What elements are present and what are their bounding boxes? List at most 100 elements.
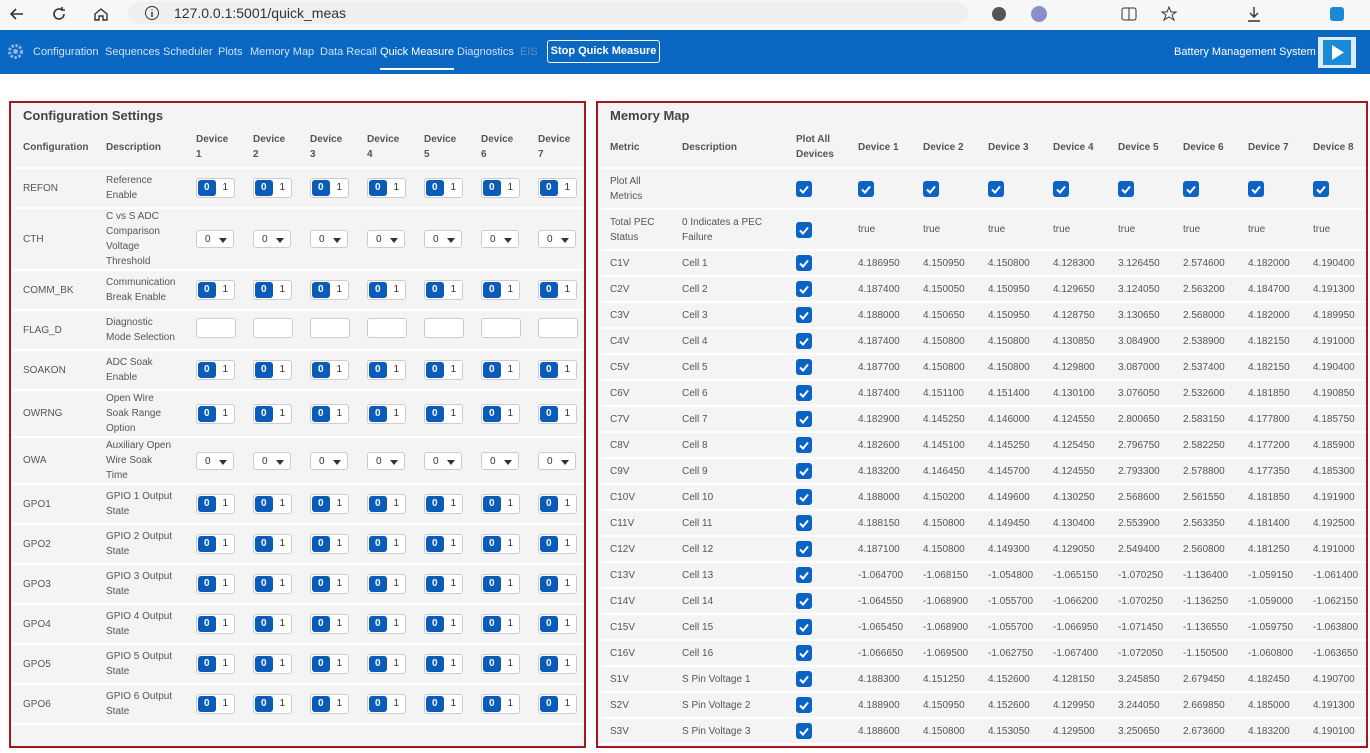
checkbox[interactable]: [1183, 181, 1199, 197]
toggle-option[interactable]: 1: [331, 615, 349, 633]
toggle[interactable]: 01: [424, 404, 463, 424]
toggle[interactable]: 01: [310, 654, 349, 674]
dropdown[interactable]: 0: [367, 230, 405, 248]
dropdown[interactable]: 0: [253, 230, 291, 248]
toggle-option[interactable]: 0: [483, 406, 501, 422]
toggle-option[interactable]: 0: [198, 362, 216, 378]
edge-icon[interactable]: [1328, 5, 1346, 23]
toggle-option[interactable]: 1: [445, 615, 463, 633]
toggle[interactable]: 01: [424, 494, 463, 514]
toggle-option[interactable]: 1: [331, 575, 349, 593]
toggle-option[interactable]: 1: [274, 535, 292, 553]
toggle-option[interactable]: 0: [312, 406, 330, 422]
toggle[interactable]: 01: [253, 178, 292, 198]
checkbox[interactable]: [796, 385, 812, 401]
nav-link[interactable]: Configuration: [33, 46, 98, 58]
checkbox[interactable]: [796, 359, 812, 375]
toggle-option[interactable]: 0: [426, 180, 444, 196]
toggle-option[interactable]: 1: [217, 615, 235, 633]
toggle[interactable]: 01: [367, 614, 406, 634]
dropdown[interactable]: 0: [310, 452, 348, 470]
profile-icon[interactable]: [1030, 5, 1048, 23]
toggle-option[interactable]: 0: [255, 616, 273, 632]
checkbox[interactable]: [796, 567, 812, 583]
nav-link-active[interactable]: Quick Measure: [380, 46, 454, 70]
checkbox[interactable]: [796, 723, 812, 739]
toggle-option[interactable]: 0: [255, 406, 273, 422]
toggle[interactable]: 01: [538, 280, 577, 300]
toggle-option[interactable]: 1: [217, 405, 235, 423]
toggle[interactable]: 01: [481, 534, 520, 554]
toggle-option[interactable]: 0: [312, 576, 330, 592]
toggle-option[interactable]: 1: [217, 695, 235, 713]
dropdown[interactable]: 0: [196, 452, 234, 470]
toggle[interactable]: 01: [367, 654, 406, 674]
toggle-option[interactable]: 0: [369, 656, 387, 672]
dropdown[interactable]: 0: [538, 452, 576, 470]
toggle-option[interactable]: 0: [255, 696, 273, 712]
checkbox[interactable]: [796, 697, 812, 713]
toggle[interactable]: 01: [538, 360, 577, 380]
toggle-option[interactable]: 0: [483, 362, 501, 378]
back-button[interactable]: [8, 5, 26, 23]
toggle-option[interactable]: 0: [540, 656, 558, 672]
checkbox[interactable]: [858, 181, 874, 197]
toggle[interactable]: 01: [367, 178, 406, 198]
toggle-option[interactable]: 0: [198, 406, 216, 422]
toggle-option[interactable]: 1: [217, 281, 235, 299]
toggle[interactable]: 01: [424, 360, 463, 380]
toggle-option[interactable]: 1: [559, 575, 577, 593]
toggle-option[interactable]: 0: [369, 696, 387, 712]
toggle-option[interactable]: 0: [312, 656, 330, 672]
toggle-option[interactable]: 1: [445, 495, 463, 513]
checkbox[interactable]: [796, 437, 812, 453]
toggle[interactable]: 01: [196, 404, 235, 424]
toggle-option[interactable]: 1: [559, 405, 577, 423]
toggle-option[interactable]: 1: [502, 575, 520, 593]
dropdown[interactable]: 0: [253, 452, 291, 470]
checkbox[interactable]: [796, 222, 812, 238]
toggle-option[interactable]: 1: [502, 281, 520, 299]
toggle-option[interactable]: 0: [312, 616, 330, 632]
checkbox[interactable]: [796, 541, 812, 557]
toggle[interactable]: 01: [310, 494, 349, 514]
toggle-option[interactable]: 1: [217, 495, 235, 513]
dropdown[interactable]: 0: [538, 230, 576, 248]
nav-link[interactable]: Diagnostics: [457, 46, 514, 58]
toggle-option[interactable]: 1: [445, 179, 463, 197]
toggle-option[interactable]: 0: [312, 180, 330, 196]
toggle[interactable]: 01: [367, 574, 406, 594]
toggle[interactable]: 01: [253, 694, 292, 714]
toggle-option[interactable]: 0: [198, 616, 216, 632]
toggle[interactable]: 01: [196, 360, 235, 380]
toggle-option[interactable]: 1: [559, 535, 577, 553]
checkbox[interactable]: [796, 307, 812, 323]
toggle[interactable]: 01: [253, 534, 292, 554]
nav-link[interactable]: Scheduler: [163, 46, 213, 58]
text-input[interactable]: [424, 318, 464, 338]
toggle-option[interactable]: 1: [559, 655, 577, 673]
toggle-option[interactable]: 1: [388, 615, 406, 633]
toggle-option[interactable]: 0: [540, 696, 558, 712]
toggle[interactable]: 01: [481, 360, 520, 380]
text-input[interactable]: [310, 318, 350, 338]
toggle[interactable]: 01: [196, 494, 235, 514]
toggle-option[interactable]: 1: [274, 655, 292, 673]
toggle[interactable]: 01: [538, 614, 577, 634]
toggle[interactable]: 01: [196, 280, 235, 300]
toggle[interactable]: 01: [253, 360, 292, 380]
toggle-option[interactable]: 0: [483, 696, 501, 712]
toggle[interactable]: 01: [538, 494, 577, 514]
toggle[interactable]: 01: [538, 534, 577, 554]
toggle-option[interactable]: 0: [198, 576, 216, 592]
toggle-option[interactable]: 0: [483, 282, 501, 298]
toggle-option[interactable]: 0: [483, 180, 501, 196]
toggle[interactable]: 01: [196, 654, 235, 674]
toggle-option[interactable]: 0: [483, 536, 501, 552]
toggle-option[interactable]: 0: [369, 536, 387, 552]
toggle-option[interactable]: 0: [540, 496, 558, 512]
toggle[interactable]: 01: [310, 614, 349, 634]
toggle-option[interactable]: 0: [426, 282, 444, 298]
toggle[interactable]: 01: [424, 280, 463, 300]
toggle[interactable]: 01: [538, 574, 577, 594]
